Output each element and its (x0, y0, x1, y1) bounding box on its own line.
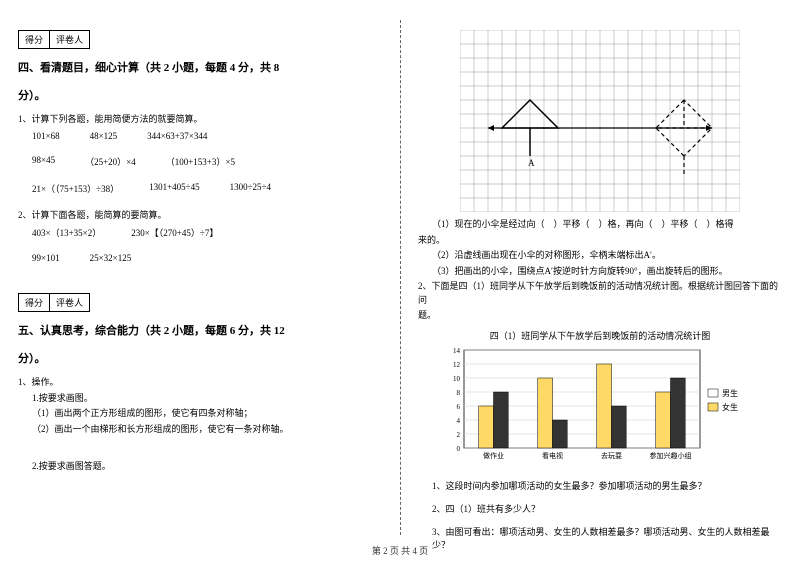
expr: 403×（13+35×2） (32, 226, 101, 239)
svg-text:8: 8 (457, 389, 461, 397)
op1a: 1.按要求画图。 (32, 392, 382, 406)
page-footer: 第 2 页 共 4 页 (0, 544, 800, 557)
expr: 344×63+37×344 (147, 131, 207, 141)
chart-wrap: 四（1）班同学从下午放学后到晚饭前的活动情况统计图 0 2 4 6 8 10 12 14 做作业… (418, 329, 782, 469)
section-5-title: 五、认真思考，综合能力（共 2 小题，每题 6 分，共 12 (18, 322, 382, 338)
svg-text:男生: 男生 (722, 388, 738, 398)
section-4-title-cont: 分）。 (18, 87, 382, 103)
expr: （25+20）×4 (85, 155, 136, 168)
expr-row-2: 98×45 （25+20）×4 （100+153+3）×5 (32, 155, 382, 168)
svg-text:10: 10 (453, 375, 461, 383)
op1a2: （2）画出一个由梯形和长方形组成的图形，使它有一条对称轴。 (32, 423, 382, 437)
chart-title: 四（1）班同学从下午放学后到晚饭前的活动情况统计图 (418, 329, 782, 342)
right-column: A （1）现在的小伞是经过向（ ）平移（ ）格，再向（ ）平移（ ）格得 来的。… (400, 0, 800, 565)
svg-text:去玩耍: 去玩耍 (601, 451, 622, 460)
q1-text: 1、计算下列各题，能用简便方法的就要简算。 (18, 113, 382, 127)
bar-chart: 0 2 4 6 8 10 12 14 做作业 看电视 去玩耍 参加兴趣小组 男生女生 (440, 346, 760, 466)
op1a1: （1）画出两个正方形组成的图形，使它有四条对称轴； (32, 407, 382, 421)
grid-figure: A (460, 30, 740, 212)
svg-text:0: 0 (457, 445, 461, 453)
expr: 101×68 (32, 131, 60, 141)
expr: 1301+405÷45 (149, 182, 200, 195)
section-4-title: 四、看清题目，细心计算（共 2 小题，每题 4 分，共 8 (18, 59, 382, 75)
expr: 25×32×125 (90, 253, 132, 263)
expr-row-1: 101×68 48×125 344×63+37×344 (32, 131, 382, 141)
svg-text:女生: 女生 (722, 402, 738, 412)
svg-text:A: A (528, 158, 535, 168)
score-label: 得分 (19, 31, 50, 48)
expr: 21×（（75+153）÷38） (32, 182, 119, 195)
a2: 2、四（1）班共有多少人？ (432, 502, 782, 515)
expr-row-5: 99×101 25×32×125 (32, 253, 382, 263)
left-column: 得分 评卷人 四、看清题目，细心计算（共 2 小题，每题 4 分，共 8 分）。… (0, 0, 400, 565)
score-box-2: 得分 评卷人 (18, 293, 90, 312)
svg-text:4: 4 (457, 417, 461, 425)
svg-text:参加兴趣小组: 参加兴趣小组 (650, 451, 692, 460)
grader-label: 评卷人 (50, 294, 89, 311)
expr: 1300÷25÷4 (230, 182, 271, 195)
expr: （100+153+3）×5 (166, 155, 235, 168)
q2b: 题。 (418, 309, 782, 323)
expr: 48×125 (90, 131, 118, 141)
score-label: 得分 (19, 294, 50, 311)
op1: 1、操作。 (18, 376, 382, 390)
g2: （2）沿虚线画出现在小伞的对称图形，伞柄末端标出A′。 (432, 249, 782, 263)
g1: （1）现在的小伞是经过向（ ）平移（ ）格，再向（ ）平移（ ）格得 (432, 218, 782, 232)
expr: 99×101 (32, 253, 60, 263)
section-5-title-cont: 分）。 (18, 350, 382, 366)
svg-text:看电视: 看电视 (542, 451, 563, 460)
score-box: 得分 评卷人 (18, 30, 90, 49)
q2: 2、下面是四（1）班同学从下午放学后到晚饭前的活动情况统计图。根据统计图回答下面… (418, 280, 782, 307)
expr-row-3: 21×（（75+153）÷38） 1301+405÷45 1300÷25÷4 (32, 182, 382, 195)
svg-text:6: 6 (457, 403, 461, 411)
page: 得分 评卷人 四、看清题目，细心计算（共 2 小题，每题 4 分，共 8 分）。… (0, 0, 800, 565)
svg-text:2: 2 (457, 431, 461, 439)
op2: 2.按要求画图答题。 (32, 460, 382, 474)
g1b: 来的。 (418, 234, 782, 248)
expr: 230×【（270+45）÷7】 (131, 226, 218, 239)
g3: （3）把画出的小伞，围绕点A′按逆时针方向旋转90°，画出旋转后的图形。 (432, 265, 782, 279)
svg-text:做作业: 做作业 (483, 451, 504, 460)
svg-text:14: 14 (453, 347, 461, 355)
svg-text:12: 12 (453, 361, 461, 369)
q2-text: 2、计算下面各题，能简算的要简算。 (18, 209, 382, 223)
expr-row-4: 403×（13+35×2） 230×【（270+45）÷7】 (32, 226, 382, 239)
section-5-title-text: 五、认真思考，综合能力（共 2 小题，每题 6 分，共 12 (18, 325, 285, 337)
section-4-title-text: 四、看清题目，细心计算（共 2 小题，每题 4 分，共 8 (18, 62, 279, 74)
grader-label: 评卷人 (50, 31, 89, 48)
expr: 98×45 (32, 155, 55, 168)
a1: 1、这段时间内参加哪项活动的女生最多？参加哪项活动的男生最多？ (432, 479, 782, 492)
